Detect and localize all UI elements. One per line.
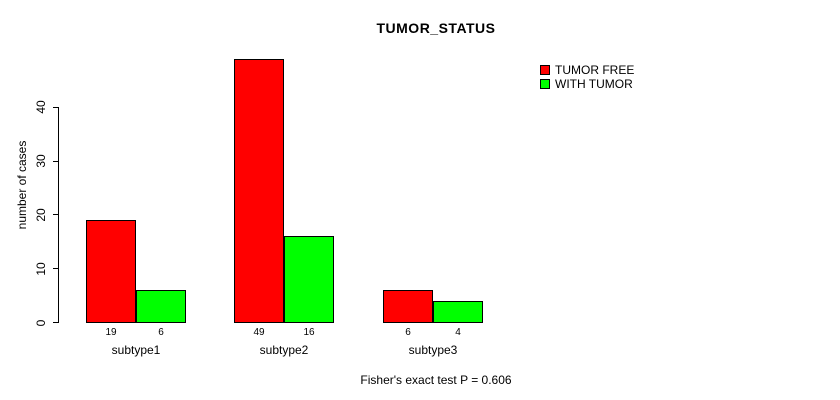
legend-item: TUMOR FREE bbox=[540, 63, 634, 77]
y-axis-tick-label: 0 bbox=[34, 319, 48, 326]
legend: TUMOR FREE WITH TUMOR bbox=[540, 63, 634, 91]
y-axis-tick-label: 20 bbox=[34, 208, 48, 222]
y-axis-tick-label: 40 bbox=[34, 100, 48, 114]
bar-subtype1-tumor-free bbox=[86, 220, 136, 324]
bar-subtype2-with-tumor bbox=[284, 236, 334, 324]
legend-swatch-icon bbox=[540, 79, 550, 89]
category-label-subtype2: subtype2 bbox=[259, 343, 309, 357]
bar-subtype3-with-tumor bbox=[433, 300, 483, 324]
bar-value-label: 19 bbox=[105, 327, 117, 338]
y-axis-tick-label: 30 bbox=[34, 154, 48, 168]
bar-subtype1-with-tumor bbox=[136, 290, 186, 324]
legend-swatch-icon bbox=[540, 65, 550, 75]
y-axis-label: number of cases bbox=[15, 140, 29, 230]
y-axis-tick bbox=[53, 214, 58, 216]
bar-value-label: 4 bbox=[455, 327, 461, 338]
y-axis-tick bbox=[53, 268, 58, 270]
category-label-subtype1: subtype1 bbox=[111, 343, 161, 357]
bar-value-label: 6 bbox=[158, 327, 164, 338]
bar-subtype2-tumor-free bbox=[234, 58, 284, 324]
legend-label: TUMOR FREE bbox=[555, 63, 635, 77]
y-axis-tick bbox=[53, 322, 58, 323]
y-axis-tick-label: 10 bbox=[34, 262, 48, 276]
chart-title: TUMOR_STATUS bbox=[376, 20, 496, 36]
y-axis-line bbox=[58, 107, 59, 323]
fisher-test-annotation: Fisher's exact test P = 0.606 bbox=[360, 373, 512, 387]
category-label-subtype3: subtype3 bbox=[408, 343, 458, 357]
legend-item: WITH TUMOR bbox=[540, 77, 634, 91]
bar-value-label: 49 bbox=[253, 327, 265, 338]
legend-label: WITH TUMOR bbox=[555, 77, 633, 91]
bar-value-label: 16 bbox=[303, 327, 315, 338]
y-axis-tick bbox=[53, 106, 58, 108]
y-axis-tick bbox=[53, 160, 58, 162]
bar-subtype3-tumor-free bbox=[383, 290, 433, 324]
bar-value-label: 6 bbox=[405, 327, 411, 338]
